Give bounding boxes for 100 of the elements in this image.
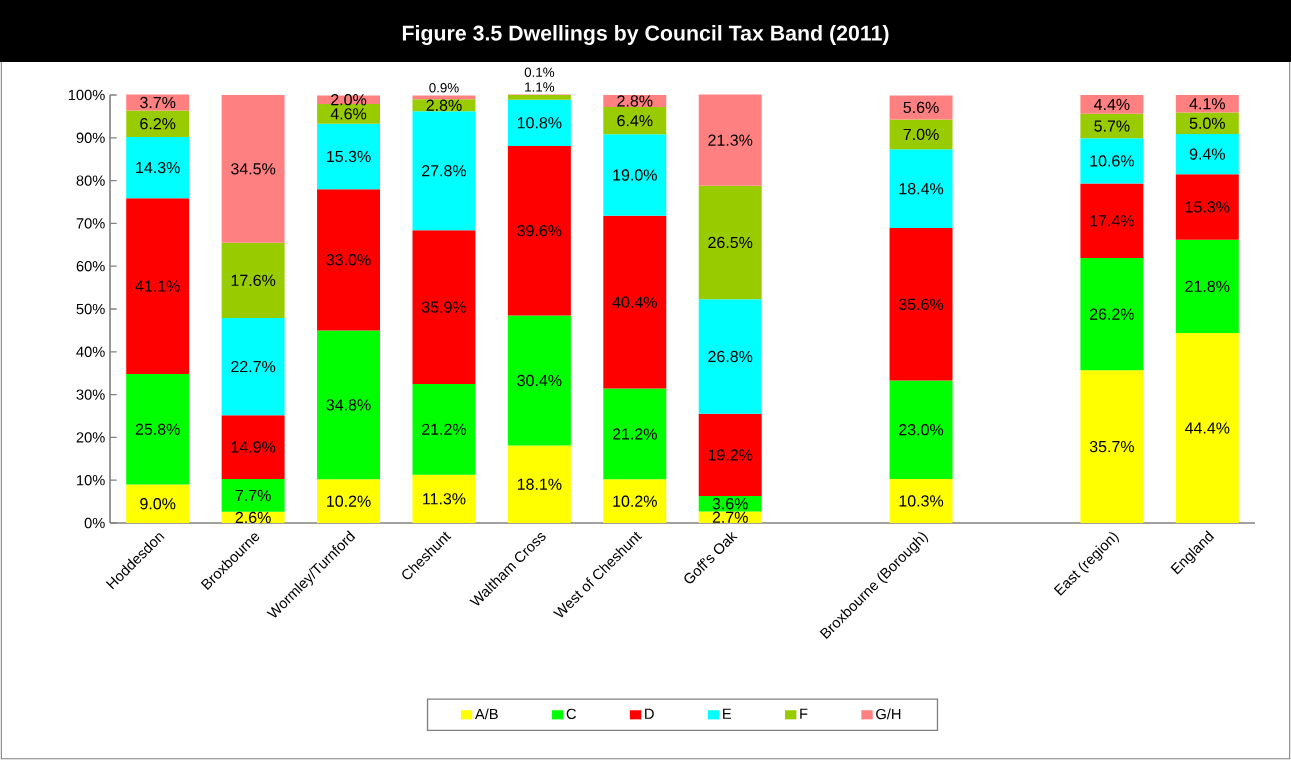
- bar: [1080, 183, 1144, 259]
- bar: [412, 95, 476, 100]
- data-label: 4.6%: [330, 108, 367, 120]
- data-label: 10.8%: [517, 117, 562, 129]
- bar: [126, 198, 190, 375]
- data-label: 23.0%: [899, 424, 944, 436]
- data-label: 33.0%: [326, 254, 371, 266]
- data-label: 18.1%: [517, 478, 562, 490]
- data-label: 3.6%: [712, 498, 748, 510]
- y-tick-label: 20%: [76, 432, 105, 443]
- data-label: 2.8%: [426, 99, 462, 111]
- bar: [603, 106, 667, 135]
- data-label: 2.6%: [235, 511, 271, 524]
- data-label: 40.4%: [612, 296, 657, 308]
- bar: [412, 111, 476, 231]
- data-label: 0.1%: [524, 67, 555, 77]
- legend-label: E: [723, 708, 732, 719]
- bar: [889, 228, 953, 381]
- bar: [1175, 95, 1239, 113]
- y-tick-label: 90%: [76, 132, 105, 143]
- bar: [221, 317, 285, 416]
- legend-label: F: [800, 708, 808, 719]
- data-label: 35.7%: [1089, 440, 1134, 453]
- data-label: 21.3%: [708, 134, 753, 146]
- bar: [889, 95, 953, 120]
- data-label: 15.3%: [327, 150, 371, 163]
- data-label: 27.8%: [422, 165, 467, 177]
- data-label: 10.2%: [613, 495, 657, 507]
- y-tick-label: 0%: [84, 517, 105, 529]
- data-label: 0.9%: [429, 83, 459, 93]
- bar: [603, 388, 667, 480]
- legend-label: G/H: [876, 708, 901, 720]
- bar: [1175, 239, 1239, 333]
- data-label: 19.0%: [613, 169, 657, 181]
- data-label: 22.7%: [231, 360, 276, 373]
- data-label: 25.8%: [135, 423, 180, 435]
- data-label: 30.4%: [517, 374, 562, 387]
- bar: [126, 374, 190, 485]
- data-label: 4.4%: [1094, 98, 1130, 110]
- data-label: 5.6%: [903, 101, 939, 114]
- bar: [603, 215, 667, 389]
- data-label: 26.2%: [1090, 308, 1134, 320]
- data-label: 2.7%: [712, 511, 748, 523]
- y-tick-label: 50%: [76, 303, 105, 315]
- bar: [507, 145, 571, 316]
- data-label: 6.2%: [140, 118, 176, 130]
- bar: [1080, 95, 1144, 114]
- data-label: 2.0%: [331, 94, 367, 106]
- data-label: 26.8%: [708, 350, 753, 363]
- y-tick-label: 60%: [76, 261, 105, 272]
- bar: [221, 478, 285, 512]
- data-label: 34.8%: [326, 399, 371, 411]
- bar: [698, 413, 762, 497]
- legend-label: C: [566, 708, 576, 720]
- bar: [1175, 174, 1239, 240]
- data-label: 35.6%: [898, 298, 944, 310]
- data-label: 7.7%: [235, 489, 271, 501]
- data-label: 17.6%: [231, 274, 276, 286]
- bar: [317, 479, 381, 523]
- bar: [412, 230, 476, 384]
- data-label: 15.3%: [1185, 201, 1230, 213]
- data-label: 26.5%: [708, 236, 753, 249]
- bar: [698, 185, 762, 300]
- data-label: 2.8%: [617, 95, 653, 107]
- bar: [221, 242, 285, 318]
- bar: [889, 380, 953, 479]
- data-label: 10.6%: [1090, 155, 1134, 167]
- bar: [317, 123, 381, 190]
- data-label: 4.1%: [1189, 98, 1225, 110]
- bar: [603, 479, 667, 523]
- legend-label: A/B: [474, 708, 498, 720]
- bar: [221, 95, 285, 243]
- bar: [889, 119, 953, 150]
- data-label: 11.3%: [423, 493, 466, 505]
- bar: [507, 99, 571, 146]
- data-label: 5.7%: [1094, 120, 1130, 132]
- y-tick-label: 80%: [76, 175, 105, 186]
- bar: [1175, 133, 1239, 175]
- bar: [1080, 113, 1144, 139]
- legend-label: D: [645, 708, 654, 719]
- data-label: 44.4%: [1185, 422, 1230, 434]
- bar: [698, 94, 762, 186]
- bar: [1080, 370, 1144, 523]
- data-label: 5.0%: [1189, 117, 1225, 129]
- bar: [126, 484, 190, 523]
- data-label: 21.2%: [422, 423, 467, 435]
- y-tick-label: 30%: [76, 389, 105, 400]
- bar: [221, 415, 285, 479]
- bar: [126, 110, 190, 137]
- data-label: 6.4%: [617, 115, 653, 127]
- data-label: 34.5%: [231, 163, 276, 175]
- data-label: 41.1%: [135, 280, 180, 292]
- bar: [1080, 138, 1144, 184]
- data-label: 10.2%: [327, 495, 371, 507]
- bar: [603, 134, 667, 216]
- data-label: 18.4%: [899, 183, 944, 195]
- data-label: 19.2%: [708, 449, 753, 461]
- data-label: 14.9%: [231, 441, 276, 453]
- bar: [1080, 258, 1144, 371]
- data-label: 10.3%: [899, 495, 944, 507]
